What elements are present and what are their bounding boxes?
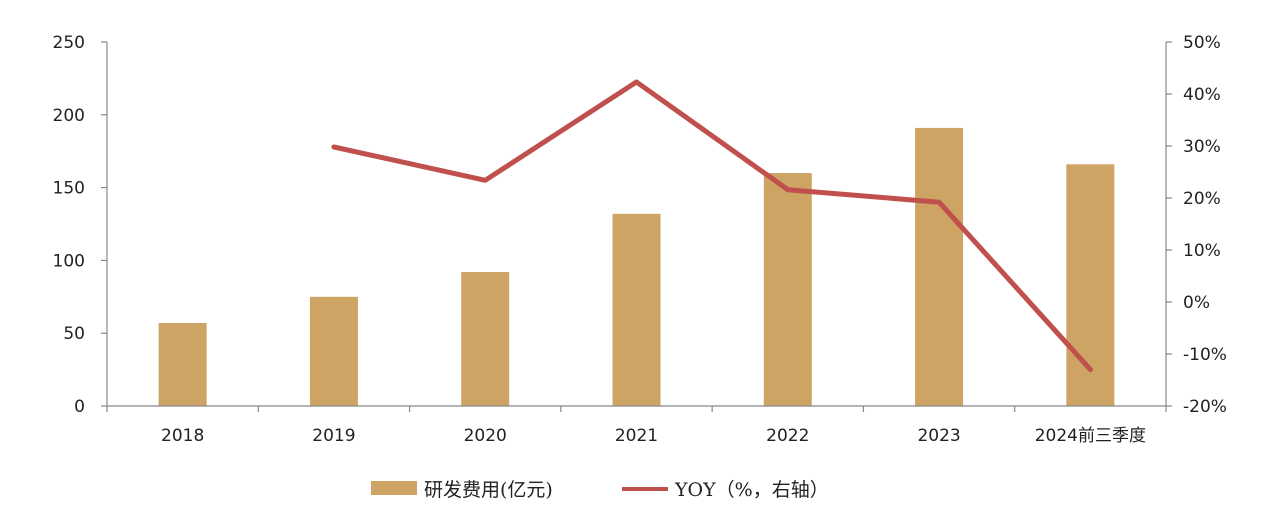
- right-tick-label: 20%: [1183, 189, 1221, 209]
- bar-2024前三季度: [1066, 164, 1115, 406]
- left-tick-label: 150: [53, 179, 85, 199]
- right-tick-label: 0%: [1183, 293, 1210, 313]
- x-tick-label: 2024前三季度: [1035, 426, 1146, 446]
- left-tick-label: 200: [53, 106, 85, 126]
- right-tick-label: -10%: [1183, 345, 1227, 365]
- x-tick-label: 2023: [917, 426, 960, 446]
- legend-label-bar: 研发费用(亿元): [424, 479, 553, 501]
- bar-2022: [763, 173, 812, 406]
- legend-label-line: YOY（%，右轴）: [674, 479, 829, 501]
- bar-2023: [915, 127, 964, 407]
- legend: 研发费用(亿元) YOY（%，右轴）: [371, 479, 829, 501]
- bar-2021: [612, 213, 661, 406]
- legend-swatch-bar: [371, 481, 417, 495]
- right-tick-label: 40%: [1183, 85, 1221, 105]
- left-tick-label: 50: [63, 324, 85, 344]
- right-tick-label: 10%: [1183, 241, 1221, 261]
- left-tick-label: 0: [74, 397, 85, 417]
- x-tick-label: 2019: [312, 426, 355, 446]
- right-tick-label: -20%: [1183, 397, 1227, 417]
- bar-2019: [309, 296, 358, 406]
- yoy-line: [331, 79, 1093, 373]
- x-tick-label: 2020: [464, 426, 507, 446]
- bar-2018: [158, 323, 207, 406]
- right-tick-label: 50%: [1183, 33, 1221, 53]
- left-tick-label: 250: [53, 33, 85, 53]
- x-tick-label: 2018: [161, 426, 204, 446]
- bar-2020: [461, 272, 510, 406]
- x-tick-label: 2022: [766, 426, 809, 446]
- left-tick-label: 100: [53, 251, 85, 271]
- axes-layer: 0 50 100 150 200 250 -20% -10% 0% 10% 20% 30% 40% 50%…: [53, 33, 1227, 446]
- line-layer: [331, 79, 1093, 373]
- x-tick-label: 2021: [615, 426, 658, 446]
- bars-layer: [158, 127, 1115, 407]
- right-tick-label: 30%: [1183, 137, 1221, 157]
